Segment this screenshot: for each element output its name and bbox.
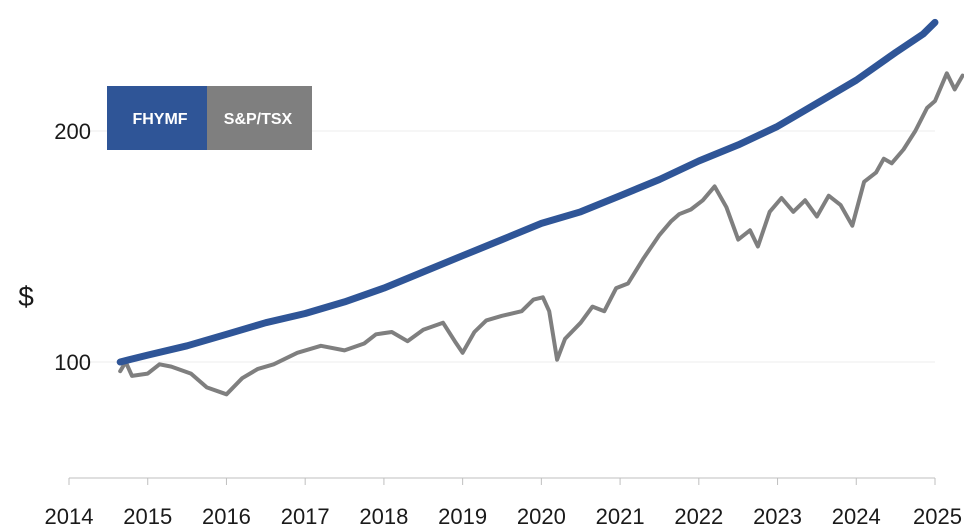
x-tick-label: 2019 [438,504,487,529]
x-tick-label: 2023 [753,504,802,529]
x-tick-label: 2022 [674,504,723,529]
x-tick-label: 2021 [596,504,645,529]
legend-label: S&P/TSX [224,111,293,128]
x-tick-label: 2020 [517,504,566,529]
x-axis-ticks [68,478,936,485]
x-tick-label: 2017 [281,504,330,529]
series-line-sp-tsx [118,71,964,397]
series-layer [116,18,964,397]
series-line-fhymf [116,18,939,366]
x-tick-label: 2018 [359,504,408,529]
legend-label: FHYMF [132,111,187,128]
gridlines [69,130,935,363]
y-tick-label: 100 [54,350,91,375]
legend-swatch [207,86,312,150]
x-tick-label: 2014 [45,504,94,529]
y-axis-tick-labels: 100 200 [54,119,91,375]
x-axis-tick-labels: 2014 2015 2016 2017 2018 2019 2020 2021 2022 2023… [45,504,962,529]
x-tick-label: 2016 [202,504,251,529]
x-tick-label: 2025 [913,504,962,529]
y-axis-label: $ [18,281,34,312]
x-tick-label: 2015 [123,504,172,529]
legend: FHYMF S&P/TSX [107,86,312,150]
y-tick-label: 200 [54,119,91,144]
legend-swatch [107,86,207,150]
x-tick-label: 2024 [832,504,881,529]
